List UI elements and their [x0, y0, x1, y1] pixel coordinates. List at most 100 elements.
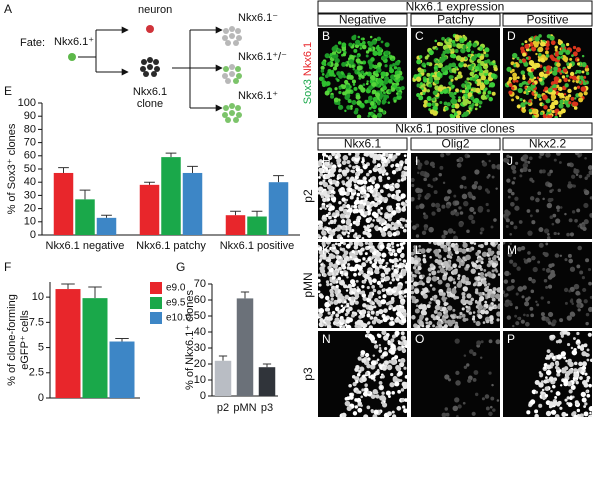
cell-spot	[391, 58, 394, 61]
cell-spot	[328, 312, 331, 315]
cell-spot	[341, 84, 346, 89]
cell-spot	[469, 311, 473, 315]
cell-spot	[374, 319, 377, 322]
cell-spot	[537, 94, 541, 98]
cell-spot	[462, 176, 466, 180]
cell-spot	[536, 209, 539, 212]
cell-spot	[437, 241, 442, 246]
cell-spot	[378, 296, 381, 299]
cell-spot	[359, 320, 363, 324]
cell-spot	[494, 268, 497, 271]
cell-spot	[332, 174, 335, 177]
cell-spot	[577, 246, 582, 251]
cell-spot	[582, 224, 586, 228]
cell-spot	[387, 177, 390, 180]
cell-spot	[536, 303, 539, 306]
cell-spot	[445, 150, 450, 155]
cell-spot	[379, 344, 381, 346]
cell-spot	[555, 414, 560, 419]
cell-spot	[327, 190, 331, 194]
y-tick-label: 0	[30, 229, 36, 241]
cell-spot	[319, 223, 323, 227]
cell-spot	[555, 113, 558, 116]
cell-spot	[337, 298, 342, 303]
cell-spot	[339, 175, 342, 178]
cell-spot	[325, 91, 330, 96]
cell-spot	[323, 81, 326, 84]
cell-spot	[590, 359, 593, 362]
cell-spot	[466, 264, 470, 268]
cell-spot	[553, 84, 557, 88]
cell-spot	[487, 151, 491, 155]
error-bar	[241, 292, 249, 298]
cell-spot	[589, 412, 592, 415]
cell-spot	[462, 296, 466, 300]
cell-spot	[522, 75, 525, 78]
cell-spot	[578, 308, 581, 311]
cell-spot	[335, 242, 338, 245]
cell-spot	[353, 273, 357, 277]
cell-spot	[318, 273, 321, 276]
cell-spot	[338, 91, 341, 94]
cell-spot	[487, 190, 491, 194]
cell-spot	[415, 299, 419, 303]
cell-spot	[544, 363, 548, 367]
cell-spot	[484, 294, 487, 297]
cell-spot	[400, 218, 403, 221]
cell-spot	[482, 91, 486, 95]
cell-spot	[494, 241, 497, 244]
cell-spot	[428, 321, 432, 325]
cell-spot	[534, 96, 537, 99]
cell-spot	[391, 297, 394, 300]
cell-spot	[410, 252, 414, 256]
cell-spot	[396, 194, 399, 197]
cell-spot	[402, 348, 406, 352]
bar	[215, 361, 232, 396]
cell-spot	[492, 176, 495, 179]
cell-spot	[423, 214, 428, 219]
legend-swatch	[150, 312, 162, 324]
cell-spot	[367, 115, 370, 118]
row-label: p2	[301, 189, 315, 203]
cell-spot	[570, 259, 573, 262]
cell-spot	[514, 315, 517, 318]
cell-spot	[357, 65, 363, 71]
cell-spot	[470, 97, 474, 101]
cell-spot	[451, 109, 455, 113]
cell-spot	[358, 267, 361, 270]
cell-spot	[424, 160, 429, 165]
cell-spot	[451, 104, 455, 108]
cell-spot	[378, 176, 382, 180]
cell-spot	[319, 260, 321, 262]
bar	[97, 218, 117, 235]
cell-spot	[477, 47, 480, 50]
cell-spot	[558, 88, 560, 90]
cell-spot	[360, 61, 363, 64]
cell-spot	[435, 300, 440, 305]
cell-spot	[495, 293, 500, 298]
cell-spot	[474, 169, 479, 174]
cell-spot	[387, 411, 392, 416]
cell-spot	[380, 244, 385, 249]
cell-spot	[472, 317, 475, 320]
cell-spot	[400, 164, 403, 167]
cell-spot	[488, 160, 490, 162]
error-bar	[88, 287, 102, 298]
cell-spot	[501, 290, 505, 294]
cell-spot	[542, 103, 545, 106]
cell-spot	[458, 96, 461, 99]
cell-spot	[339, 87, 342, 90]
cell-spot	[486, 407, 490, 411]
cell-spot	[331, 167, 336, 172]
cell-spot	[545, 394, 548, 397]
cell-spot	[374, 259, 378, 263]
cell-spot	[586, 394, 590, 398]
cell-spot	[582, 276, 585, 279]
cell-spot	[330, 194, 334, 198]
cell-spot	[546, 370, 551, 375]
cell-spot	[355, 405, 358, 408]
cell-spot	[480, 309, 485, 314]
cell-spot	[475, 69, 478, 72]
cell	[141, 59, 147, 65]
cell-spot	[367, 225, 371, 229]
